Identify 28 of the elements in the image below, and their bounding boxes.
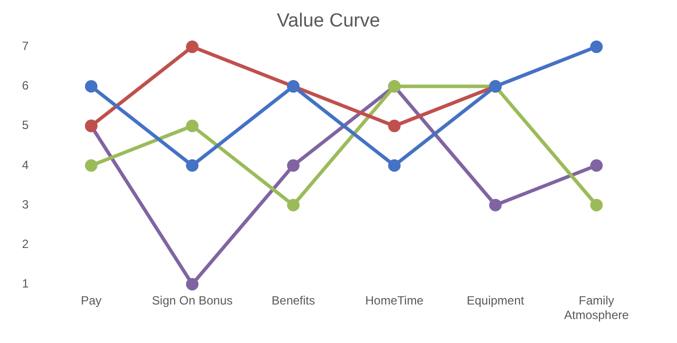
- chart-title: Value Curve: [276, 10, 380, 32]
- point: [388, 159, 401, 172]
- point: [186, 159, 199, 172]
- point: [590, 159, 603, 172]
- point: [388, 120, 401, 132]
- point: [84, 80, 98, 93]
- x-tick-label: Family Atmosphere: [564, 294, 630, 322]
- y-tick-label: 4: [22, 158, 29, 172]
- point: [287, 159, 300, 172]
- point: [186, 40, 199, 54]
- x-tick-label: Benefits: [272, 294, 315, 308]
- x-tick-label: HomeTime: [365, 294, 424, 308]
- point: [590, 198, 603, 212]
- point: [489, 198, 502, 212]
- x-tick-label: Sign On Bonus: [152, 294, 233, 308]
- y-tick-label: 2: [22, 236, 29, 251]
- y-tick-label: 7: [22, 39, 29, 54]
- x-tick-label: Equipment: [466, 294, 525, 308]
- y-tick-label: 1: [22, 276, 29, 291]
- point: [84, 159, 98, 172]
- y-tick-label: 3: [22, 197, 29, 212]
- point: [287, 198, 300, 212]
- point: [186, 278, 199, 290]
- point: [186, 120, 199, 132]
- x-tick-label: Pay: [80, 294, 102, 308]
- y-tick-label: 6: [22, 78, 29, 93]
- y-tick-label: 5: [22, 118, 29, 132]
- point: [590, 40, 603, 54]
